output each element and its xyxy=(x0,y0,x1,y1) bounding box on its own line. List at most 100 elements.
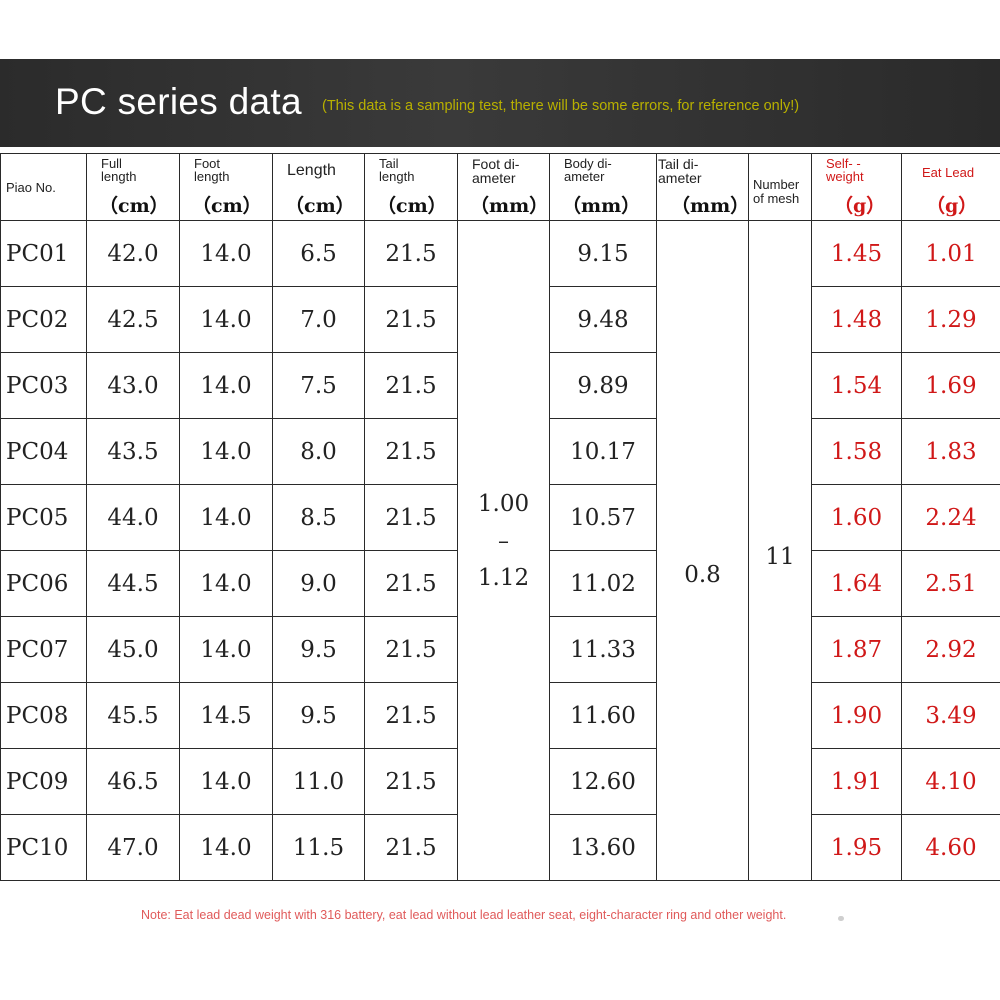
cell-self-weight: 1.48 xyxy=(811,286,902,353)
number-of-mesh-value: 11 xyxy=(765,544,795,570)
cell-foot-length: 14.0 xyxy=(179,418,273,485)
cell-body-diameter: 9.15 xyxy=(549,220,657,287)
cell-tail-length: 21.5 xyxy=(364,550,458,617)
cell-foot-length: 14.0 xyxy=(179,220,273,287)
cell-eat-lead: 4.60 xyxy=(901,814,1000,881)
cell-foot-length: 14.0 xyxy=(179,814,273,881)
cell-piao-no: PC04 xyxy=(0,418,87,485)
header-self-weight-unit: （g） xyxy=(834,195,886,217)
cell-full-length: 44.0 xyxy=(86,484,180,551)
cell-length: 7.5 xyxy=(272,352,365,419)
cell-eat-lead: 1.69 xyxy=(901,352,1000,419)
header-tail-diameter: Tail di- ameter （mm） xyxy=(656,153,750,221)
cell-full-length: 47.0 xyxy=(86,814,180,881)
cell-length: 8.0 xyxy=(272,418,365,485)
cell-tail-length: 21.5 xyxy=(364,418,458,485)
cell-foot-length: 14.0 xyxy=(179,352,273,419)
cell-eat-lead: 3.49 xyxy=(901,682,1000,749)
cell-full-length: 46.5 xyxy=(86,748,180,815)
cell-self-weight: 1.64 xyxy=(811,550,902,617)
header-full-length-unit: （cm） xyxy=(99,195,169,217)
cell-piao-no: PC02 xyxy=(0,286,87,353)
cell-eat-lead: 2.51 xyxy=(901,550,1000,617)
cell-foot-length: 14.5 xyxy=(179,682,273,749)
cell-tail-length: 21.5 xyxy=(364,616,458,683)
page-title: PC series data xyxy=(55,81,302,122)
cell-self-weight: 1.95 xyxy=(811,814,902,881)
cell-tail-length: 21.5 xyxy=(364,682,458,749)
cell-body-diameter: 12.60 xyxy=(549,748,657,815)
cell-foot-length: 14.0 xyxy=(179,550,273,617)
cell-body-diameter: 11.02 xyxy=(549,550,657,617)
header-tail-length-label: Tail length xyxy=(379,156,415,184)
smudge-mark xyxy=(838,916,844,921)
header-tail-diameter-label: Tail di- ameter xyxy=(658,156,702,186)
cell-full-length: 44.5 xyxy=(86,550,180,617)
table-row: PC08 45.5 14.5 9.5 21.5 11.60 1.90 3.49 xyxy=(0,682,1000,749)
cell-self-weight: 1.91 xyxy=(811,748,902,815)
header-body-diameter: Body di- ameter （mm） xyxy=(549,153,657,221)
cell-full-length: 42.0 xyxy=(86,220,180,287)
cell-full-length: 43.5 xyxy=(86,418,180,485)
header-length-label: Length xyxy=(287,162,336,179)
header-self-weight-label: Self- -weight xyxy=(826,156,864,184)
title-banner: PC series data (This data is a sampling … xyxy=(0,59,1000,147)
table-row: PC09 46.5 14.0 11.0 21.5 12.60 1.91 4.10 xyxy=(0,748,1000,815)
cell-piao-no: PC01 xyxy=(0,220,87,287)
table-row: PC01 42.0 14.0 6.5 21.5 1.00–1.12 9.15 0.8 11 1.4… xyxy=(0,220,1000,881)
cell-length: 11.5 xyxy=(272,814,365,881)
cell-length: 9.5 xyxy=(272,616,365,683)
cell-self-weight: 1.60 xyxy=(811,484,902,551)
header-body-diameter-label: Body di- ameter xyxy=(564,156,612,184)
cell-tail-length: 21.5 xyxy=(364,286,458,353)
cell-eat-lead: 4.10 xyxy=(901,748,1000,815)
cell-body-diameter: 13.60 xyxy=(549,814,657,881)
cell-eat-lead: 1.83 xyxy=(901,418,1000,485)
cell-eat-lead: 1.29 xyxy=(901,286,1000,353)
pc-series-table: Piao No. Full length （cm） Foot length （c… xyxy=(0,153,1000,881)
footnote: Note: Eat lead dead weight with 316 batt… xyxy=(141,908,787,922)
header-number-of-mesh: Number of mesh xyxy=(748,153,812,221)
cell-piao-no: PC05 xyxy=(0,484,87,551)
header-piao-no: Piao No. xyxy=(0,153,87,221)
header-full-length: Full length （cm） xyxy=(86,153,180,221)
header-self-weight: Self- -weight （g） xyxy=(811,153,902,221)
cell-full-length: 45.5 xyxy=(86,682,180,749)
header-length-unit: （cm） xyxy=(285,195,355,217)
cell-body-diameter: 11.60 xyxy=(549,682,657,749)
cell-self-weight: 1.87 xyxy=(811,616,902,683)
cell-body-diameter: 9.89 xyxy=(549,352,657,419)
cell-eat-lead: 1.01 xyxy=(901,220,1000,287)
header-length: Length （cm） xyxy=(272,153,365,221)
header-tail-length: Tail length （cm） xyxy=(364,153,458,221)
header-row: Piao No. Full length （cm） Foot length （c… xyxy=(0,153,1000,221)
header-foot-diameter: Foot di- ameter （mm） xyxy=(457,153,550,221)
cell-foot-length: 14.0 xyxy=(179,286,273,353)
cell-piao-no: PC10 xyxy=(0,814,87,881)
cell-length: 7.0 xyxy=(272,286,365,353)
table-row: PC05 44.0 14.0 8.5 21.5 10.57 1.60 2.24 xyxy=(0,484,1000,551)
foot-diameter-min: 1.00 xyxy=(477,491,530,517)
table-row: PC04 43.5 14.0 8.0 21.5 10.17 1.58 1.83 xyxy=(0,418,1000,485)
header-eat-lead-label: Eat Lead xyxy=(922,165,975,180)
header-foot-diameter-unit: （mm） xyxy=(470,195,549,217)
header-full-length-label: Full length xyxy=(101,156,137,184)
cell-full-length: 43.0 xyxy=(86,352,180,419)
header-tail-length-unit: （cm） xyxy=(377,195,447,217)
cell-self-weight: 1.58 xyxy=(811,418,902,485)
header-foot-diameter-label: Foot di- ameter xyxy=(472,156,520,186)
table-row: PC03 43.0 14.0 7.5 21.5 9.89 1.54 1.69 xyxy=(0,352,1000,419)
cell-tail-diameter-merged: 0.8 xyxy=(656,220,749,881)
cell-body-diameter: 10.17 xyxy=(549,418,657,485)
cell-length: 8.5 xyxy=(272,484,365,551)
cell-length: 6.5 xyxy=(272,220,365,287)
table-row: PC07 45.0 14.0 9.5 21.5 11.33 1.87 2.92 xyxy=(0,616,1000,683)
header-foot-length-unit: （cm） xyxy=(192,195,262,217)
header-body-diameter-unit: （mm） xyxy=(562,195,641,217)
header-piao-no-label: Piao No. xyxy=(6,180,56,195)
foot-diameter-separator: – xyxy=(498,529,509,554)
header-eat-lead: Eat Lead （g） xyxy=(901,153,1000,221)
cell-eat-lead: 2.24 xyxy=(901,484,1000,551)
header-tail-diameter-unit: （mm） xyxy=(671,195,750,217)
cell-foot-length: 14.0 xyxy=(179,616,273,683)
